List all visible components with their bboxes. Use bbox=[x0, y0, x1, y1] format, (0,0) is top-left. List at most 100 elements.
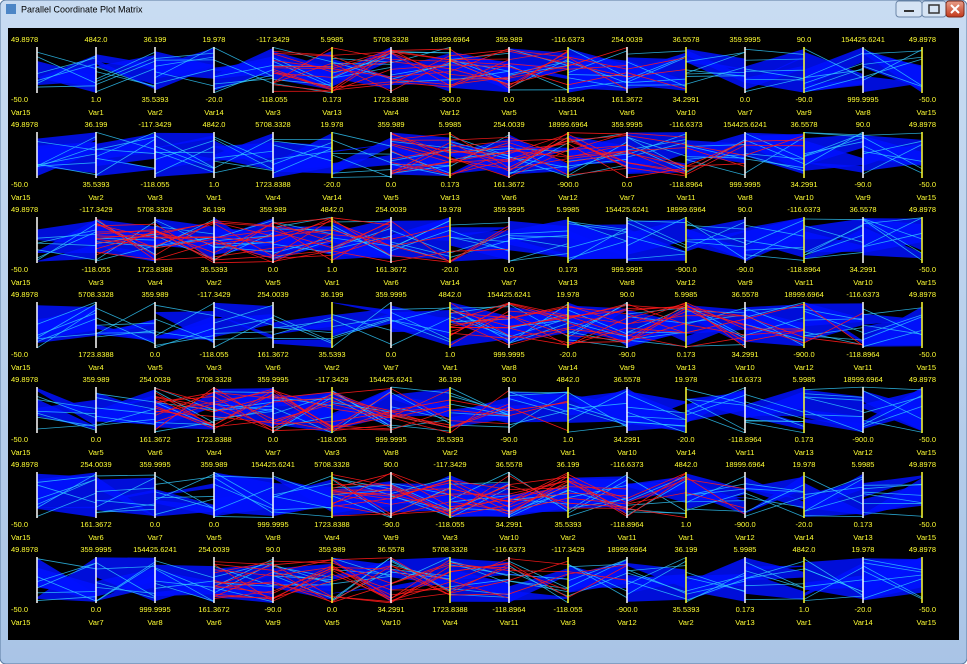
axis-min-label: 1.0 bbox=[91, 95, 101, 104]
axis-name: Var11 bbox=[677, 193, 696, 202]
axis-name: Var14 bbox=[558, 363, 577, 372]
plot-band bbox=[804, 80, 863, 92]
plot-line bbox=[154, 335, 215, 346]
axis-name: Var6 bbox=[88, 533, 103, 542]
axis-name: Var4 bbox=[147, 278, 162, 287]
axis-min-label: 0.173 bbox=[441, 180, 460, 189]
axis-max-label: -117.3429 bbox=[256, 35, 289, 44]
plot-line bbox=[213, 408, 274, 422]
axis-name: Var7 bbox=[619, 193, 634, 202]
axis-name: Var7 bbox=[265, 448, 280, 457]
axis-min-label: 34.2991 bbox=[613, 435, 640, 444]
axis-max-label: 36.199 bbox=[439, 375, 462, 384]
axis-min-label: 35.5393 bbox=[82, 180, 109, 189]
plot-line bbox=[744, 68, 805, 79]
axis-max-label: 359.9995 bbox=[493, 205, 524, 214]
plot-line bbox=[36, 478, 97, 505]
axis-min-label: 161.3672 bbox=[493, 180, 524, 189]
axis-name: Var7 bbox=[737, 108, 752, 117]
axis-max-label: -116.6373 bbox=[492, 545, 525, 554]
axis-name: Var2 bbox=[206, 278, 221, 287]
plot-line bbox=[567, 231, 628, 249]
plot-line bbox=[272, 495, 333, 509]
plot-line bbox=[744, 224, 805, 237]
plot-line bbox=[154, 331, 215, 341]
axis-name: Var15 bbox=[11, 193, 30, 202]
plot-line bbox=[95, 499, 156, 507]
axis-name: Var5 bbox=[147, 363, 162, 372]
plot-line bbox=[862, 151, 923, 162]
highlight-line bbox=[272, 49, 569, 87]
minimize-button[interactable] bbox=[895, 0, 923, 18]
plot-line bbox=[36, 591, 97, 594]
plot-line bbox=[449, 240, 510, 258]
axis-name: Var14 bbox=[853, 618, 872, 627]
axis-min-label: 0.0 bbox=[740, 95, 750, 104]
plot-line bbox=[449, 588, 510, 596]
plot-line bbox=[744, 484, 805, 513]
maximize-button[interactable] bbox=[921, 0, 947, 18]
plot-band bbox=[96, 477, 155, 518]
plot-line bbox=[154, 421, 215, 433]
plot-line bbox=[95, 68, 156, 93]
plot-line bbox=[862, 140, 923, 155]
plot-line bbox=[36, 249, 97, 261]
plot-line bbox=[213, 483, 274, 510]
plot-line bbox=[272, 314, 333, 343]
axis-min-label: 999.9995 bbox=[611, 265, 642, 274]
parallel-plot: 49.8978 -50.0 Var15 254.0039 161.3672 Var6 359… bbox=[11, 460, 936, 542]
plot-line bbox=[862, 217, 923, 225]
axis-name: Var1 bbox=[560, 448, 575, 457]
axis-name: Var5 bbox=[383, 193, 398, 202]
plot-line bbox=[862, 145, 923, 174]
plot-line bbox=[213, 477, 274, 514]
highlight-line bbox=[213, 562, 628, 602]
plot-band bbox=[804, 562, 863, 597]
axis-name: Var6 bbox=[501, 193, 516, 202]
axis-min-label: -900.0 bbox=[793, 350, 814, 359]
axis-max-label: 254.0039 bbox=[198, 545, 229, 554]
axis-min-label: 1723.8388 bbox=[137, 265, 172, 274]
plot-band bbox=[214, 313, 273, 340]
axis-max-label: -117.3429 bbox=[197, 290, 230, 299]
parallel-plot: 49.8978 -50.0 Var15 5708.3328 1723.8388 Var4 3… bbox=[11, 290, 936, 372]
axis-max-label: 5.9985 bbox=[321, 35, 344, 44]
axis-min-label: -90.0 bbox=[500, 435, 517, 444]
axis-max-label: 254.0039 bbox=[375, 205, 406, 214]
plot-line bbox=[390, 392, 451, 424]
axis-max-label: 5708.3328 bbox=[137, 205, 172, 214]
axis-min-label: 0.0 bbox=[504, 95, 514, 104]
plot-line bbox=[213, 561, 274, 578]
plot-line bbox=[331, 390, 392, 427]
plot-line bbox=[449, 237, 510, 243]
axis-name: Var11 bbox=[736, 448, 755, 457]
plot-line bbox=[213, 331, 274, 334]
plot-line bbox=[567, 60, 628, 84]
plot-line bbox=[508, 234, 569, 240]
plot-line bbox=[626, 560, 687, 595]
plot-line bbox=[862, 218, 923, 254]
plot-line bbox=[803, 131, 864, 166]
axis-min-label: 1723.8388 bbox=[255, 180, 290, 189]
axis-min-label: 1.0 bbox=[681, 520, 691, 529]
plot-band bbox=[391, 53, 450, 88]
plot-line bbox=[213, 59, 274, 84]
axis-max-label: 5.9985 bbox=[557, 205, 580, 214]
plot-line bbox=[744, 77, 805, 93]
plot-band bbox=[863, 306, 922, 347]
axis-max-label: 254.0039 bbox=[139, 375, 170, 384]
plot-line bbox=[626, 222, 687, 249]
plot-line bbox=[685, 388, 746, 404]
plot-line bbox=[862, 396, 923, 414]
axis-max-label: 49.8978 bbox=[11, 205, 38, 214]
axis-name: Var1 bbox=[796, 618, 811, 627]
axis-max-label: -117.3429 bbox=[433, 460, 466, 469]
axis-min-label: -118.8964 bbox=[610, 520, 643, 529]
plot-line bbox=[567, 391, 628, 428]
plot-line bbox=[95, 131, 156, 150]
plot-line bbox=[95, 56, 156, 83]
plot-line bbox=[626, 580, 687, 600]
plot-line bbox=[626, 133, 687, 156]
plot-line bbox=[331, 402, 392, 413]
plot-line bbox=[862, 512, 923, 517]
